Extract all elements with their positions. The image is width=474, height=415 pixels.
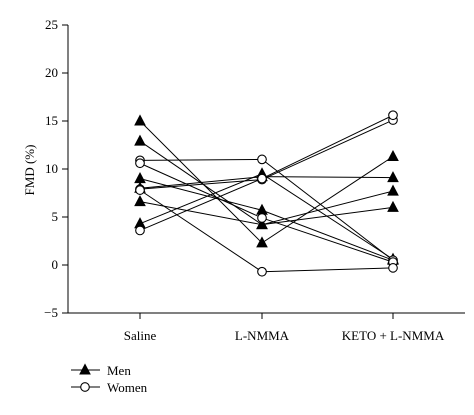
women-data-point (257, 266, 267, 277)
y-tick-label: 10 (45, 161, 58, 176)
women-data-point (257, 213, 267, 223)
legend: Men Women (71, 363, 148, 395)
legend-circle-marker (80, 382, 90, 392)
men-data-point (134, 172, 146, 184)
men-series-line (139, 120, 394, 244)
series-markers (134, 110, 399, 277)
x-tick-label: KETO + L-NMMA (342, 328, 445, 343)
y-axis-label: FMD (%) (22, 145, 37, 196)
legend-label: Men (107, 363, 131, 378)
y-tick-label: 20 (45, 65, 58, 80)
women-data-point (135, 185, 145, 195)
women-data-point (135, 158, 145, 169)
women-data-point (257, 173, 267, 184)
legend-label: Women (107, 380, 148, 395)
series-lines (139, 114, 394, 273)
women-data-point (135, 225, 145, 236)
legend-triangle-marker (79, 363, 91, 375)
women-data-point (388, 263, 398, 273)
men-data-point (256, 236, 268, 248)
y-tick-label: −5 (44, 305, 58, 320)
men-data-point (387, 184, 399, 196)
women-data-point (257, 154, 267, 165)
axes: −5 0 5 10 15 20 25 Saline L-NMMA KETO + L-NMMA (44, 17, 465, 343)
y-tick-label: 15 (45, 113, 58, 128)
y-tick-label: 5 (52, 209, 59, 224)
y-tick-label: 0 (52, 257, 59, 272)
men-data-point (387, 200, 399, 212)
men-data-point (387, 149, 399, 162)
x-tick-label: Saline (124, 328, 157, 343)
x-tick-label: L-NMMA (235, 328, 290, 343)
men-data-point (134, 195, 146, 207)
men-data-point (134, 134, 146, 146)
men-data-point (387, 171, 399, 183)
men-data-point (256, 218, 268, 230)
women-data-point (388, 110, 398, 121)
men-data-point (134, 114, 146, 126)
y-tick-label: 25 (45, 17, 58, 32)
